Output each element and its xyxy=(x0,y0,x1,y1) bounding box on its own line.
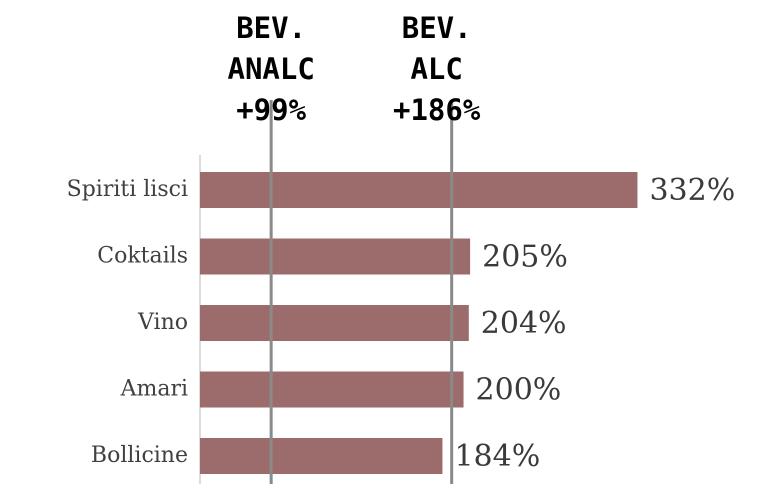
annotation-text: ALC xyxy=(410,52,462,86)
bar xyxy=(200,371,464,408)
category-label: Amari xyxy=(120,377,188,402)
category-label: Spiriti lisci xyxy=(67,177,188,202)
bar xyxy=(200,305,469,341)
value-label: 200% xyxy=(476,373,562,408)
value-label: 332% xyxy=(649,173,735,208)
annotation-text: BEV. xyxy=(402,11,472,45)
value-label: 205% xyxy=(482,240,568,275)
bar xyxy=(200,172,638,208)
value-label: 184% xyxy=(454,439,540,474)
category-label: Coktails xyxy=(97,244,188,269)
annotation-text: ANALC xyxy=(227,52,314,86)
category-label: Bollicine xyxy=(91,443,188,468)
bar xyxy=(200,238,471,275)
value-label: 204% xyxy=(481,306,567,341)
annotation-text: +99% xyxy=(236,93,306,127)
annotation-text: +186% xyxy=(393,93,481,127)
bar xyxy=(200,438,443,474)
category-label: Vino xyxy=(137,310,188,335)
annotation-text: BEV. xyxy=(236,11,306,45)
